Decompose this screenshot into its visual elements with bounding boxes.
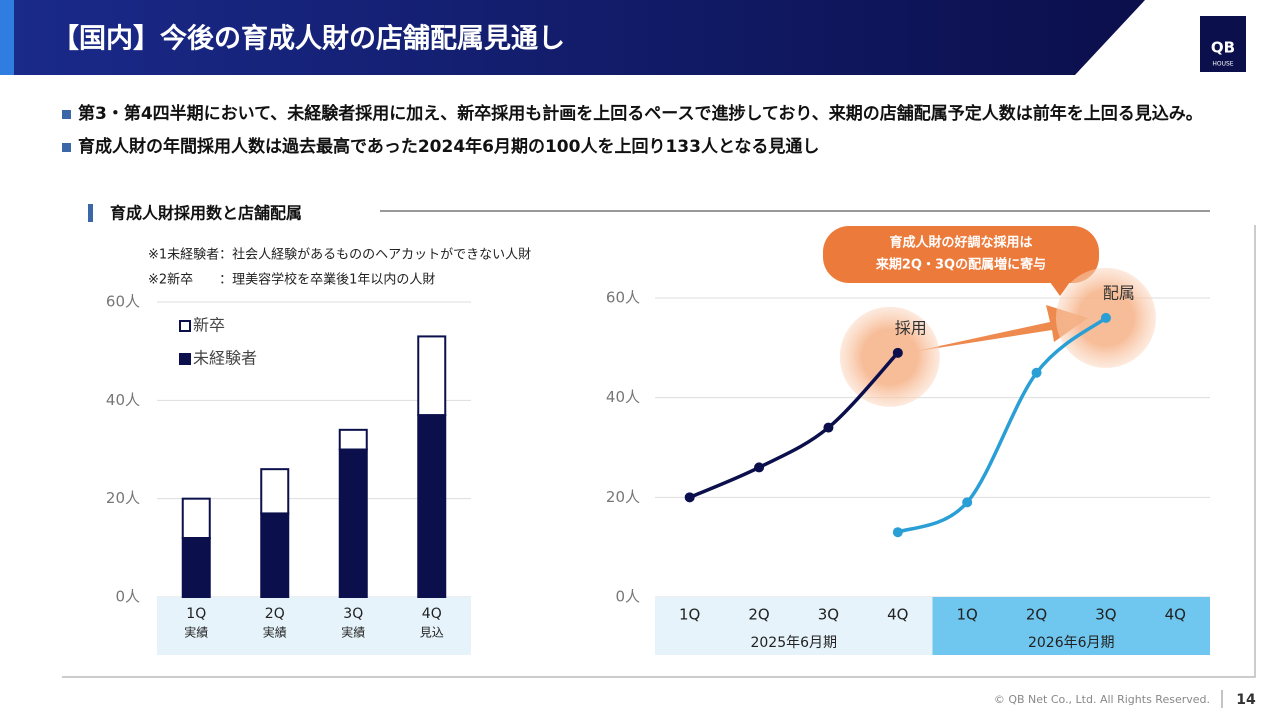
bar bbox=[181, 537, 211, 598]
point bbox=[823, 422, 834, 433]
point bbox=[892, 527, 903, 538]
bullet: 第3・第4四半期において、未経験者採用に加え、新卒採用も計画を上回るペースで進捗… bbox=[62, 100, 1222, 129]
bar bbox=[181, 497, 211, 539]
x-tick-sublabel: 見込 bbox=[420, 626, 444, 640]
x-tick-sublabel: 実績 bbox=[263, 625, 287, 640]
logo-box bbox=[1200, 16, 1246, 72]
category-band bbox=[932, 597, 1210, 655]
callout-text: 来期2Q・3Qの配属増に寄与 bbox=[875, 257, 1046, 273]
y-tick-label: 40人 bbox=[606, 388, 640, 406]
x-tick-label: 4Q bbox=[1165, 606, 1186, 624]
category-group-label: 2025年6月期 bbox=[750, 635, 837, 651]
page-number: 14 bbox=[1236, 692, 1256, 708]
bar bbox=[338, 428, 368, 451]
copyright: © QB Net Co., Ltd. All Rights Reserved. bbox=[994, 693, 1210, 706]
series-label: 採用 bbox=[895, 318, 927, 337]
bullet: 育成人財の年間採用人数は過去最高であった2024年6月期の100人を上回り133… bbox=[62, 133, 1222, 162]
legend-label: 新卒 bbox=[193, 316, 225, 335]
x-tick-label: 3Q bbox=[1095, 606, 1116, 624]
point bbox=[1100, 312, 1111, 323]
section-marker bbox=[88, 204, 93, 222]
note: ※1未経験者：社会人経験があるもののヘアカットができない人財 bbox=[148, 247, 531, 263]
y-tick-label: 20人 bbox=[106, 489, 140, 507]
x-tick-label: 2Q bbox=[748, 606, 769, 624]
callout-text: 育成人財の好調な採用は bbox=[889, 235, 1032, 251]
x-tick-sublabel: 実績 bbox=[184, 625, 208, 640]
point bbox=[962, 497, 973, 508]
y-tick-label: 40人 bbox=[106, 391, 140, 409]
x-tick-label: 2Q bbox=[1026, 606, 1047, 624]
bar bbox=[260, 468, 290, 515]
x-tick-label: 3Q bbox=[343, 606, 363, 622]
category-band bbox=[655, 597, 933, 655]
bar bbox=[417, 414, 447, 599]
x-tick-label: 2Q bbox=[265, 606, 285, 622]
callout-pointer bbox=[1050, 282, 1070, 296]
category-group-label: 2026年6月期 bbox=[1028, 635, 1115, 651]
logo-text: QB bbox=[1211, 39, 1235, 57]
y-tick-label: 0人 bbox=[615, 588, 640, 606]
category-band bbox=[157, 597, 471, 655]
section-title: 育成人財採用数と店舗配属 bbox=[110, 204, 302, 223]
frame bbox=[62, 225, 1256, 678]
bar bbox=[260, 512, 290, 599]
callout-box bbox=[823, 226, 1099, 283]
page-title: 【国内】今後の育成人財の店舗配属見通し bbox=[52, 23, 565, 55]
logo-subtext: HOUSE bbox=[1212, 61, 1233, 68]
y-tick-label: 60人 bbox=[106, 293, 140, 311]
callout-arrow bbox=[912, 305, 1088, 352]
line bbox=[688, 351, 900, 499]
bar bbox=[417, 335, 447, 417]
x-tick-label: 1Q bbox=[957, 606, 978, 624]
header-band bbox=[0, 0, 1145, 75]
legend-swatch bbox=[179, 353, 191, 365]
note: ※2新卒 ：理美容学校を卒業後1年以内の人財 bbox=[148, 272, 435, 288]
legend-label: 未経験者 bbox=[193, 349, 257, 368]
bar bbox=[338, 448, 368, 598]
y-tick-label: 60人 bbox=[606, 289, 640, 307]
x-tick-sublabel: 実績 bbox=[341, 625, 365, 640]
x-tick-label: 1Q bbox=[679, 606, 700, 624]
x-tick-label: 3Q bbox=[818, 606, 839, 624]
x-tick-label: 4Q bbox=[887, 606, 908, 624]
point bbox=[684, 492, 695, 503]
series-label: 配属 bbox=[1103, 283, 1135, 302]
legend-swatch bbox=[179, 320, 191, 332]
y-tick-label: 20人 bbox=[606, 488, 640, 506]
header-accent bbox=[0, 0, 14, 75]
point bbox=[1031, 367, 1042, 378]
highlight-glow bbox=[839, 306, 940, 407]
y-tick-label: 0人 bbox=[115, 588, 140, 606]
bullet-list: 第3・第4四半期において、未経験者採用に加え、新卒採用も計画を上回るペースで進捗… bbox=[62, 100, 1222, 166]
point bbox=[754, 462, 765, 473]
point bbox=[892, 347, 903, 358]
x-tick-label: 1Q bbox=[186, 606, 206, 622]
x-tick-label: 4Q bbox=[422, 606, 442, 622]
line bbox=[897, 316, 1108, 534]
